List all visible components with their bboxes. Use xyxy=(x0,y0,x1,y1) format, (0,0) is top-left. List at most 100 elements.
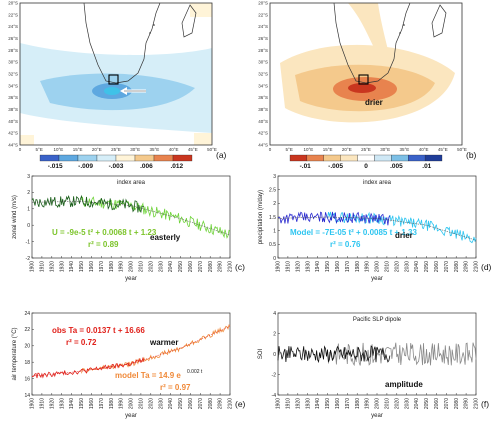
coastline xyxy=(333,3,411,84)
chart-panel-f: -4 -2 0 2 4 1900 1910 1920 1930 1940 1950 1960 1970 1… xyxy=(258,311,489,419)
y-tick-label: -2 xyxy=(272,372,277,378)
longitude-label: 10°E xyxy=(53,147,63,152)
fit-equation: Model = -7E-05 t² + 0.0085 t + 1.33 xyxy=(290,228,418,237)
y-tick-label: -1 xyxy=(26,239,31,245)
map-annotation: drier xyxy=(365,98,383,107)
x-tick-label: 1980 xyxy=(355,261,361,272)
model-fit-exponent: 0.002 t xyxy=(187,369,203,375)
x-tick-label: 2100 xyxy=(474,261,480,272)
x-tick-label: 1980 xyxy=(109,398,115,409)
colorbar-swatch xyxy=(77,154,98,162)
chart-panel-d: 0 0.5 1 1.5 2 2.5 3 1900 1910 1920 1930 1940 1950 196… xyxy=(258,174,492,282)
colorbar-label: 0 xyxy=(364,163,368,170)
y-tick-label: 1 xyxy=(27,207,30,213)
fit-equation: U = -9e-5 t² + 0.0068 t + 1.23 xyxy=(52,228,157,237)
latitude-label: 36°S xyxy=(8,95,18,100)
latitude-label: 30°S xyxy=(258,60,268,65)
x-tick-label: 2040 xyxy=(168,398,174,409)
longitude-label: 0 xyxy=(269,147,272,152)
plot-area xyxy=(277,175,477,259)
x-tick-label: 1950 xyxy=(79,261,85,272)
latitude-label: 32°S xyxy=(8,72,18,77)
x-tick-label: 1990 xyxy=(119,398,125,409)
y-axis-label: air temperature (°C) xyxy=(12,327,18,380)
x-tick-label: 2000 xyxy=(129,398,135,409)
trend-fit-line xyxy=(31,325,231,377)
index-area-box xyxy=(358,74,369,85)
arrow-icon xyxy=(120,87,127,95)
y-tick-label: 22 xyxy=(24,327,30,333)
x-tick-label: 2020 xyxy=(394,398,400,409)
x-tick-label: 1960 xyxy=(335,398,341,409)
chart-title: Pacific SLP dipole xyxy=(353,317,402,323)
colorbar-swatch xyxy=(306,154,324,162)
colorbar-swatch xyxy=(134,154,155,162)
longitude-label: 35°E xyxy=(149,147,159,152)
field-dry-inland xyxy=(348,3,390,58)
x-tick-label: 1950 xyxy=(325,398,331,409)
y-tick-label: -2 xyxy=(26,256,31,262)
observed-series-line xyxy=(277,345,391,364)
x-axis-label: year xyxy=(125,276,137,282)
x-tick-label: 1940 xyxy=(69,261,75,272)
x-tick-label: 1970 xyxy=(345,398,351,409)
x-tick-label: 2050 xyxy=(178,261,184,272)
x-tick-label: 1940 xyxy=(315,261,321,272)
latitude-label: 42°S xyxy=(258,131,268,136)
trend-fit-line xyxy=(31,201,231,236)
y-tick-label: 4 xyxy=(273,311,276,317)
colorbar-swatch xyxy=(58,154,79,162)
longitude-label: 5°E xyxy=(286,147,293,152)
y-tick-label: 0 xyxy=(27,223,30,229)
x-tick-label: 2100 xyxy=(228,398,234,409)
colorbar-swatch xyxy=(39,154,60,162)
map-panel-b: drier 20°S 22°S 24°S 26°S 28°S 30°S 32°S 34°S 36°… xyxy=(258,1,476,171)
field-negative-core xyxy=(104,87,120,95)
panel-label: (d) xyxy=(481,262,492,272)
longitude-label: 20°E xyxy=(92,147,102,152)
colorbar-label: .012 xyxy=(170,163,183,170)
x-tick-label: 2090 xyxy=(218,398,224,409)
longitude-label: 15°E xyxy=(323,147,333,152)
x-tick-label: 2060 xyxy=(434,261,440,272)
plot-area xyxy=(31,312,231,396)
y-tick-label: 2.5 xyxy=(269,187,276,193)
x-tick-label: 2040 xyxy=(168,261,174,272)
x-tick-label: 2090 xyxy=(464,261,470,272)
fit-r-squared: r² = 0.76 xyxy=(330,240,361,249)
coastline xyxy=(83,3,161,84)
x-tick-label: 2030 xyxy=(404,398,410,409)
x-tick-label: 2020 xyxy=(148,398,154,409)
x-tick-label: 2080 xyxy=(208,261,214,272)
latitude-label: 34°S xyxy=(8,83,18,88)
latitude-label: 22°S xyxy=(258,12,268,17)
model-fit-r-squared: r² = 0.97 xyxy=(160,383,191,392)
panel-label: (c) xyxy=(235,262,245,272)
y-tick-label: 14 xyxy=(24,393,30,399)
x-tick-label: 2000 xyxy=(129,261,135,272)
y-tick-label: 18 xyxy=(24,360,30,366)
latitude-label: 38°S xyxy=(8,107,18,112)
x-tick-label: 1920 xyxy=(295,398,301,409)
y-tick-label: 2 xyxy=(273,201,276,207)
longitude-label: 25°E xyxy=(361,147,371,152)
colorbar-label: -.005 xyxy=(328,163,343,170)
longitude-label: 35°E xyxy=(399,147,409,152)
latitude-label: 32°S xyxy=(258,72,268,77)
x-tick-label: 2030 xyxy=(158,398,164,409)
trend-fit-line xyxy=(277,216,477,241)
x-tick-label: 1920 xyxy=(49,398,55,409)
island-dot xyxy=(399,32,401,34)
x-tick-label: 2060 xyxy=(188,261,194,272)
madagascar-outline xyxy=(431,4,447,38)
latitude-label: 28°S xyxy=(8,48,18,53)
x-tick-label: 2080 xyxy=(454,261,460,272)
x-tick-label: 1930 xyxy=(305,398,311,409)
longitude-label: 30°E xyxy=(130,147,140,152)
observed-series-line xyxy=(32,356,145,379)
latitude-label: 22°S xyxy=(8,12,18,17)
x-tick-label: 2100 xyxy=(474,398,480,409)
model-series-line xyxy=(327,211,477,244)
panel-label: (e) xyxy=(235,399,246,409)
